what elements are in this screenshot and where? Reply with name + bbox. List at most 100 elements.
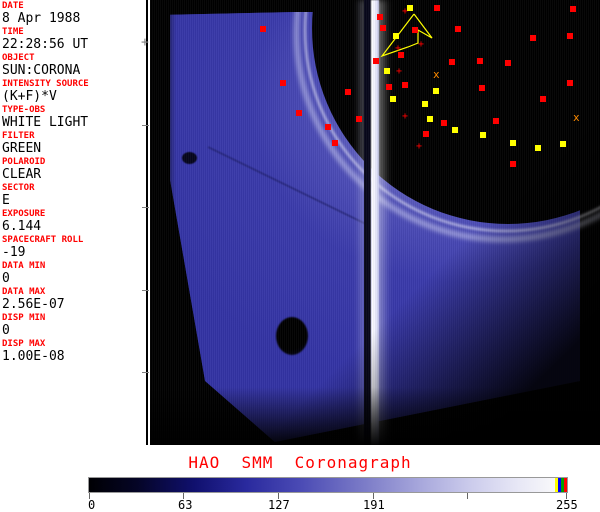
metadata-label: DATA MIN	[2, 261, 46, 271]
metadata-value: 0	[2, 271, 10, 286]
colorbar-tick	[373, 493, 374, 499]
star-marker	[356, 116, 362, 122]
star-marker-bright	[393, 33, 399, 39]
star-marker-bright	[535, 145, 541, 151]
star-marker	[260, 26, 266, 32]
colorbar-tick-label: 255	[556, 498, 578, 512]
star-marker	[325, 124, 331, 130]
metadata-label: DISP MAX	[2, 339, 46, 349]
metadata-value: 8 Apr 1988	[2, 11, 81, 26]
metadata-label: SPACECRAFT ROLL	[2, 235, 84, 245]
star-marker	[398, 52, 404, 58]
limb-cross-icon: +	[402, 111, 409, 122]
axis-plus-marker: +	[141, 35, 149, 50]
metadata-field-data-max: DATA MAX 2.56E-07	[2, 287, 146, 312]
star-marker	[377, 14, 383, 20]
colorbar-reserved-red	[564, 478, 567, 492]
star-marker	[441, 120, 447, 126]
metadata-panel: DATE 8 Apr 1988 TIME 22:28:56 UT OBJECT …	[0, 0, 148, 445]
star-marker	[423, 131, 429, 137]
x-marker-icon: x	[433, 68, 440, 81]
metadata-value: WHITE LIGHT	[2, 115, 89, 130]
metadata-value: 1.00E-08	[2, 349, 65, 364]
constellation-line	[380, 13, 433, 58]
colorbar-tick-label: 0	[88, 498, 96, 512]
metadata-value: SUN:CORONA	[2, 63, 81, 78]
metadata-field-data-min: DATA MIN 0	[2, 261, 146, 286]
star-marker-bright	[560, 141, 566, 147]
metadata-field-time: TIME 22:28:56 UT	[2, 27, 146, 52]
colorbar-tick	[89, 493, 90, 499]
star-marker	[455, 26, 461, 32]
star-marker	[380, 25, 386, 31]
metadata-value: GREEN	[2, 141, 42, 156]
colorbar-reserved-blue	[558, 478, 561, 492]
colorbar-tick	[183, 493, 184, 499]
star-marker	[567, 33, 573, 39]
metadata-label: TYPE-OBS	[2, 105, 46, 115]
axis-tick-left	[142, 290, 149, 291]
colorbar-tick	[467, 493, 468, 499]
page-title: HAO SMM Coronagraph	[188, 453, 412, 472]
colorbar-tick	[278, 493, 279, 499]
metadata-label: DISP MIN	[2, 313, 46, 323]
metadata-value: CLEAR	[2, 167, 42, 182]
star-marker	[570, 6, 576, 12]
axis-tick-left	[142, 207, 149, 208]
star-marker-bright	[384, 68, 390, 74]
metadata-field-sector: SECTOR E	[2, 183, 146, 208]
metadata-label: TIME	[2, 27, 24, 37]
metadata-label: SECTOR	[2, 183, 35, 193]
star-marker	[510, 161, 516, 167]
colorbar-reserved-yellow	[555, 478, 558, 492]
metadata-value: (K+F)*V	[2, 89, 57, 104]
star-marker	[434, 5, 440, 11]
limb-cross-icon: +	[402, 6, 409, 17]
metadata-field-type-obs: TYPE-OBS WHITE LIGHT	[2, 105, 146, 130]
star-marker	[296, 110, 302, 116]
star-marker	[567, 80, 573, 86]
metadata-field-polaroid: POLAROID CLEAR	[2, 157, 146, 182]
metadata-field-exposure: EXPOSURE 6.144	[2, 209, 146, 234]
star-marker-bright	[452, 127, 458, 133]
colorbar-area: HAO SMM Coronagraph 0 63 127 191 255	[0, 445, 600, 512]
x-marker-icon: x	[573, 111, 580, 124]
star-marker-bright	[480, 132, 486, 138]
metadata-value: 22:28:56 UT	[2, 37, 89, 52]
metadata-value: 6.144	[2, 219, 42, 234]
colorbar-reserved-green	[561, 478, 564, 492]
star-marker-bright	[390, 96, 396, 102]
star-marker	[477, 58, 483, 64]
colorbar-gradient	[89, 478, 567, 492]
metadata-field-spacecraft-roll: SPACECRAFT ROLL -19	[2, 235, 146, 260]
limb-cross-icon: +	[416, 141, 423, 152]
metadata-field-disp-min: DISP MIN 0	[2, 313, 146, 338]
star-marker	[332, 140, 338, 146]
metadata-label: FILTER	[2, 131, 35, 141]
star-marker	[505, 60, 511, 66]
metadata-field-disp-max: DISP MAX 1.00E-08	[2, 339, 146, 364]
colorbar-tick-label: 63	[178, 498, 193, 512]
metadata-label: DATA MAX	[2, 287, 46, 297]
star-marker	[402, 82, 408, 88]
star-marker-bright	[407, 5, 413, 11]
metadata-field-intensity-source: INTENSITY SOURCE (K+F)*V	[2, 79, 146, 104]
star-marker	[449, 59, 455, 65]
metadata-label: POLAROID	[2, 157, 46, 167]
metadata-label: DATE	[2, 1, 24, 11]
star-marker	[479, 85, 485, 91]
star-marker	[345, 89, 351, 95]
axis-tick-left	[142, 372, 149, 373]
star-marker	[373, 58, 379, 64]
coronagraph-image[interactable]: + + + + + + x x	[150, 0, 600, 445]
star-marker	[530, 35, 536, 41]
colorbar-tick-label: 191	[363, 498, 385, 512]
limb-cross-icon: +	[418, 39, 425, 50]
star-marker-bright	[510, 140, 516, 146]
star-marker	[386, 84, 392, 90]
star-marker-bright	[422, 101, 428, 107]
colorbar-tick-label: 127	[268, 498, 290, 512]
metadata-label: EXPOSURE	[2, 209, 46, 219]
colorbar[interactable]	[88, 477, 568, 493]
star-marker	[493, 118, 499, 124]
